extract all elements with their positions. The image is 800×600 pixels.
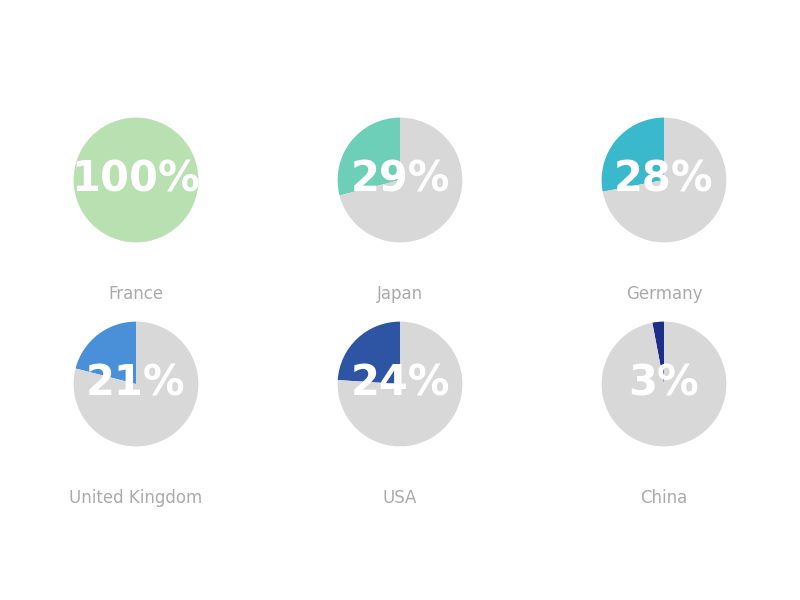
Wedge shape bbox=[602, 322, 726, 446]
Text: France: France bbox=[109, 285, 163, 303]
Text: 100%: 100% bbox=[72, 159, 200, 201]
Text: 24%: 24% bbox=[350, 363, 450, 405]
Text: Japan: Japan bbox=[377, 285, 423, 303]
Wedge shape bbox=[75, 322, 136, 384]
Wedge shape bbox=[338, 118, 400, 196]
Text: USA: USA bbox=[383, 489, 417, 507]
Text: Germany: Germany bbox=[626, 285, 702, 303]
Wedge shape bbox=[338, 322, 400, 384]
Text: United Kingdom: United Kingdom bbox=[70, 489, 202, 507]
Wedge shape bbox=[74, 118, 198, 242]
Wedge shape bbox=[652, 322, 664, 384]
Text: 21%: 21% bbox=[86, 363, 186, 405]
Text: 3%: 3% bbox=[629, 363, 699, 405]
Text: China: China bbox=[640, 489, 688, 507]
Wedge shape bbox=[338, 322, 462, 446]
Text: 29%: 29% bbox=[350, 159, 450, 201]
Wedge shape bbox=[339, 118, 462, 242]
Wedge shape bbox=[602, 118, 664, 191]
Wedge shape bbox=[602, 118, 726, 242]
Text: 28%: 28% bbox=[614, 159, 714, 201]
Wedge shape bbox=[74, 322, 198, 446]
